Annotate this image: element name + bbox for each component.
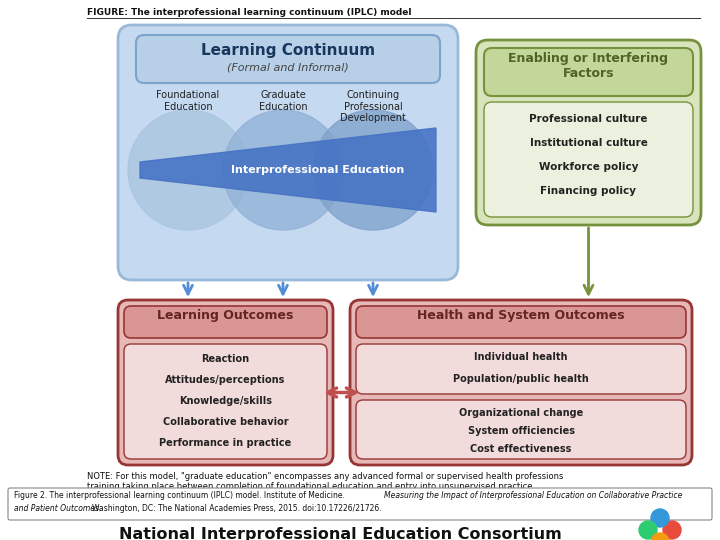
Text: Cost effectiveness: Cost effectiveness [470, 444, 572, 454]
Text: Health and System Outcomes: Health and System Outcomes [417, 309, 625, 322]
Circle shape [639, 521, 657, 539]
Text: Measuring the Impact of Interprofessional Education on Collaborative Practice: Measuring the Impact of Interprofessiona… [384, 491, 683, 500]
Circle shape [651, 533, 669, 540]
Text: Performance in practice: Performance in practice [159, 438, 292, 448]
FancyBboxPatch shape [350, 300, 692, 465]
FancyBboxPatch shape [356, 400, 686, 459]
Text: Enabling or Interfering
Factors: Enabling or Interfering Factors [508, 52, 668, 80]
FancyBboxPatch shape [118, 25, 458, 280]
FancyBboxPatch shape [124, 344, 327, 459]
Text: System officiencies: System officiencies [467, 426, 575, 436]
FancyBboxPatch shape [476, 40, 701, 225]
Circle shape [651, 509, 669, 527]
FancyBboxPatch shape [356, 344, 686, 394]
FancyBboxPatch shape [484, 102, 693, 217]
Text: Knowledge/skills: Knowledge/skills [179, 396, 272, 406]
Text: (Formal and Informal): (Formal and Informal) [227, 62, 349, 72]
Text: Learning Outcomes: Learning Outcomes [157, 309, 294, 322]
Text: FIGURE: The interprofessional learning continuum (IPLC) model: FIGURE: The interprofessional learning c… [87, 8, 412, 17]
FancyBboxPatch shape [8, 488, 712, 520]
Text: National Interprofessional Education Consortium: National Interprofessional Education Con… [119, 527, 562, 540]
Text: Washington, DC: The National Academies Press, 2015. doi:10.17226/21726.: Washington, DC: The National Academies P… [92, 504, 382, 513]
Text: and Patient Outcomes.: and Patient Outcomes. [14, 504, 102, 513]
Text: Figure 2. The interprofessional learning continuum (IPLC) model. Institute of Me: Figure 2. The interprofessional learning… [14, 491, 347, 500]
FancyBboxPatch shape [136, 35, 440, 83]
Text: Foundational
Education: Foundational Education [156, 90, 220, 112]
Text: Reaction: Reaction [202, 354, 250, 364]
Text: NOTE: For this model, "graduate education" encompasses any advanced formal or su: NOTE: For this model, "graduate educatio… [87, 472, 563, 491]
Circle shape [128, 110, 248, 230]
Circle shape [313, 110, 433, 230]
Text: Population/public health: Population/public health [453, 374, 589, 384]
Text: Learning Continuum: Learning Continuum [201, 43, 375, 58]
Text: Continuing
Professional
Development: Continuing Professional Development [340, 90, 406, 123]
Text: Individual health: Individual health [474, 352, 568, 362]
Circle shape [223, 110, 343, 230]
FancyBboxPatch shape [118, 300, 333, 465]
FancyBboxPatch shape [356, 306, 686, 338]
Text: Collaborative behavior: Collaborative behavior [163, 417, 288, 427]
Text: Institutional culture: Institutional culture [530, 138, 647, 148]
Text: Financing policy: Financing policy [541, 186, 636, 196]
Text: Workforce policy: Workforce policy [539, 162, 638, 172]
FancyBboxPatch shape [484, 48, 693, 96]
FancyBboxPatch shape [124, 306, 327, 338]
Polygon shape [140, 128, 436, 212]
Text: Organizational change: Organizational change [459, 408, 583, 418]
Text: Attitudes/perceptions: Attitudes/perceptions [166, 375, 286, 385]
Circle shape [663, 521, 681, 539]
Text: Graduate
Education: Graduate Education [258, 90, 307, 112]
Text: Professional culture: Professional culture [529, 114, 648, 124]
Text: Interprofessional Education: Interprofessional Education [231, 165, 405, 175]
